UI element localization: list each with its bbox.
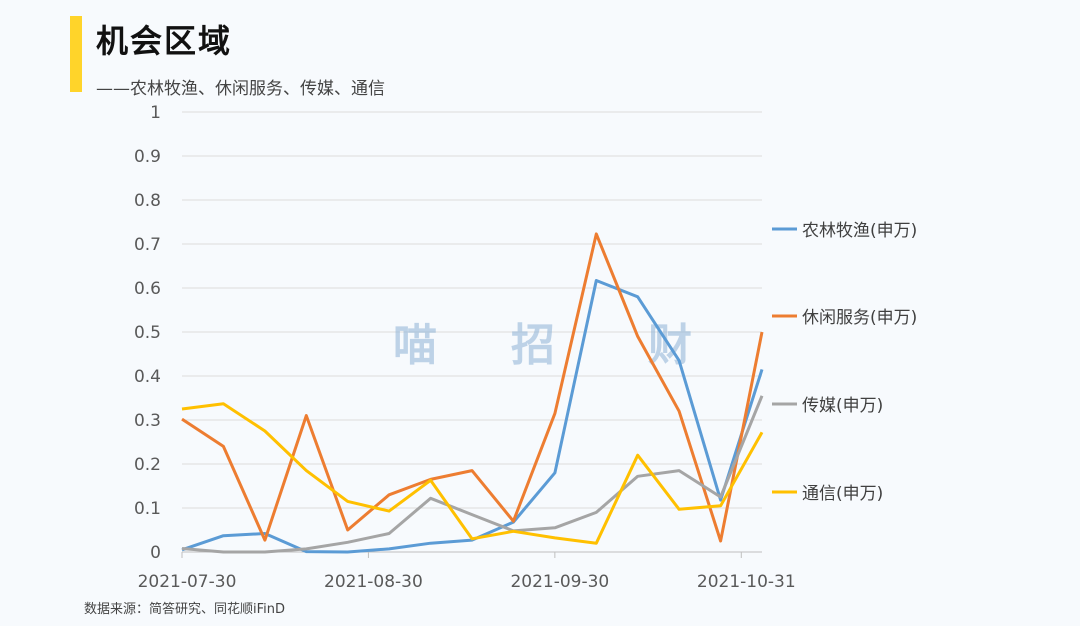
- y-tick-label: 0.8: [134, 191, 161, 211]
- x-tick-label: 2021-10-31: [697, 572, 796, 592]
- page-title: 机会区域: [96, 22, 233, 60]
- x-tick-label: 2021-07-30: [138, 572, 237, 592]
- y-tick-label: 0.2: [134, 455, 161, 475]
- y-tick-label: 0.9: [134, 147, 161, 167]
- legend-label: 传媒(申万): [802, 396, 883, 416]
- watermark-char: 喵: [393, 320, 437, 371]
- y-tick-label: 0.1: [134, 499, 161, 519]
- y-tick-label: 0.5: [134, 323, 161, 343]
- title-accent-bar: [70, 16, 82, 92]
- series-line-2: [181, 232, 764, 543]
- x-tick-label: 2021-08-30: [324, 572, 423, 592]
- data-source-note: 数据来源：简答研究、同花顺iFinD: [84, 602, 286, 617]
- y-tick-label: 0.7: [134, 235, 161, 255]
- series-line-3: [181, 395, 764, 554]
- legend-label: 农林牧渔(申万): [802, 221, 917, 241]
- y-tick-label: 0.4: [134, 367, 161, 387]
- series-line-4: [181, 402, 764, 545]
- page-subtitle: ——农林牧渔、休闲服务、传媒、通信: [96, 79, 385, 99]
- y-tick-label: 0.3: [134, 411, 161, 431]
- watermark-char: 招: [511, 320, 555, 371]
- legend-label: 通信(申万): [802, 484, 883, 504]
- y-tick-label: 1: [150, 103, 161, 123]
- legend-label: 休闲服务(申万): [802, 308, 917, 328]
- y-tick-label: 0: [150, 543, 161, 563]
- y-tick-label: 0.6: [134, 279, 161, 299]
- x-tick-label: 2021-09-30: [510, 572, 609, 592]
